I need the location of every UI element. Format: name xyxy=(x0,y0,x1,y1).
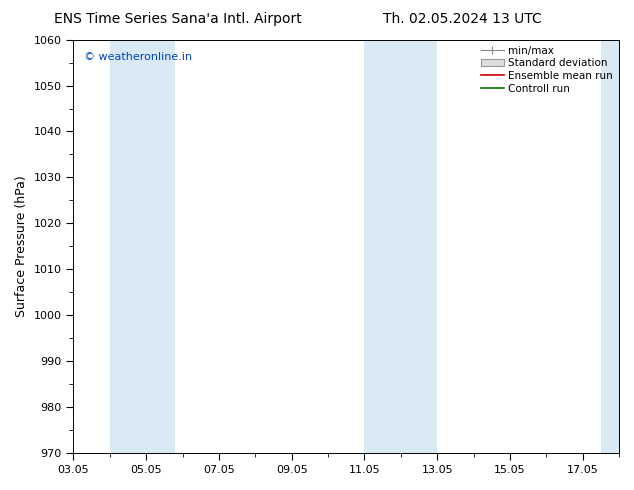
Bar xyxy=(365,40,437,453)
Text: ENS Time Series Sana'a Intl. Airport: ENS Time Series Sana'a Intl. Airport xyxy=(54,12,301,26)
Y-axis label: Surface Pressure (hPa): Surface Pressure (hPa) xyxy=(15,175,28,317)
Text: Th. 02.05.2024 13 UTC: Th. 02.05.2024 13 UTC xyxy=(384,12,542,26)
Bar xyxy=(601,40,619,453)
Text: © weatheronline.in: © weatheronline.in xyxy=(84,52,193,62)
Legend: min/max, Standard deviation, Ensemble mean run, Controll run: min/max, Standard deviation, Ensemble me… xyxy=(477,42,617,98)
Bar xyxy=(110,40,176,453)
